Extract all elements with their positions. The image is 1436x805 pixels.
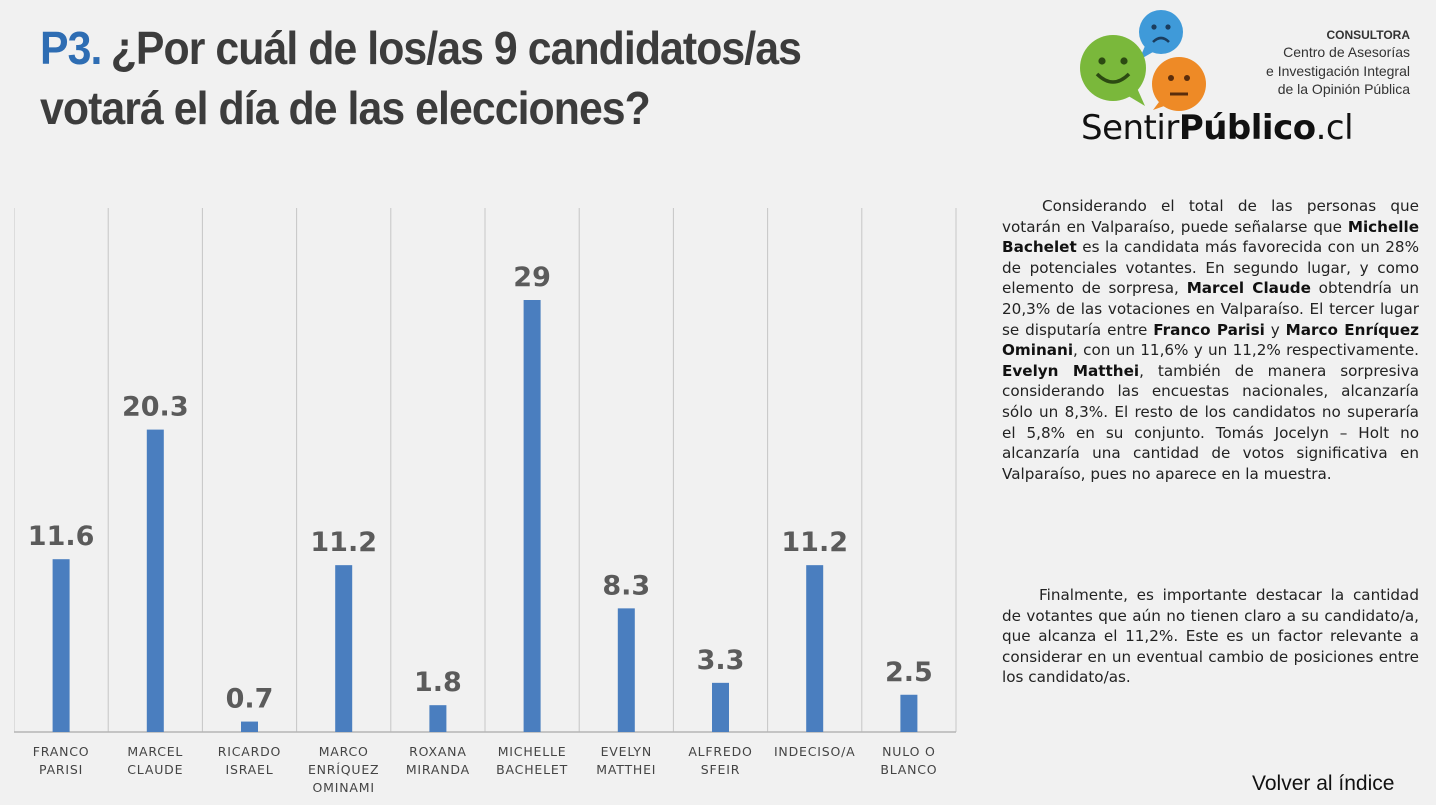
bar-9 (900, 694, 918, 732)
candidate-name-highlight: Evelyn Matthei (1002, 361, 1140, 380)
bar-4 (429, 705, 447, 732)
category-label: PARISI (39, 762, 83, 777)
paragraph-text: y (1264, 320, 1286, 339)
candidate-name-highlight: Marco Enríquez Ominani (1002, 320, 1419, 360)
category-label: OMINAMI (313, 780, 375, 795)
page-title: P3. ¿Por cuál de los/as 9 candidatos/as v… (40, 18, 933, 138)
data-label: 1.8 (414, 667, 462, 698)
paragraph-text: es la candidata más favorecida con un 28… (1002, 238, 1419, 298)
bar-0 (52, 559, 70, 732)
consultora-label: CONSULTORA (1326, 28, 1410, 42)
candidate-name-highlight: Michelle Bachelet (1002, 217, 1419, 257)
data-label: 2.5 (885, 657, 933, 688)
title-line-1: P3. ¿Por cuál de los/as 9 candidatos/as (40, 18, 933, 78)
category-label: MARCO (319, 744, 369, 759)
bar-chart: 11.6 FRANCO PARISI 20.3 MARCEL CLAUDE 0.7 RICAR… (14, 208, 957, 795)
data-label: 11.6 (28, 521, 95, 552)
category-label: ROXANA (409, 744, 467, 759)
category-label: BLANCO (880, 762, 937, 777)
consultora-logo: CONSULTORA Centro de Asesorías e Investi… (1075, 6, 1420, 156)
faces-icon (1080, 10, 1206, 111)
question-text-1: ¿Por cuál de los/as 9 candidatos/as (110, 22, 802, 74)
candidate-name-highlight: Franco Parisi (1153, 320, 1265, 339)
bar-3 (335, 565, 353, 732)
data-label: 8.3 (602, 570, 650, 601)
data-label: 11.2 (781, 527, 848, 558)
bar-8 (806, 565, 824, 732)
category-label: SFEIR (701, 762, 740, 777)
brand-main: Sentir (1081, 108, 1179, 148)
paragraph-text: Considerando el total de las personas qu… (1002, 197, 1419, 236)
bar-5 (523, 300, 541, 732)
logo-line-2: e Investigación Integral (1266, 63, 1410, 79)
analysis-paragraph-1: Considerando el total de las personas qu… (1002, 196, 1419, 484)
category-label: EVELYN (601, 744, 652, 759)
logo-line-3: de la Opinión Pública (1277, 81, 1410, 97)
category-label: NULO O (882, 744, 935, 759)
paragraph-text: obtendría un 20,3% de las votaciones en … (1002, 279, 1419, 339)
bar-2 (241, 721, 258, 732)
bar-7 (712, 682, 729, 732)
category-label: INDECISO/A (774, 744, 856, 759)
candidate-name-highlight: Marcel Claude (1186, 279, 1311, 298)
category-label: MIRANDA (406, 762, 470, 777)
volver-al-indice-link[interactable]: Volver al índice (1252, 772, 1395, 795)
category-label: CLAUDE (127, 762, 183, 777)
brand-name: SentirPúblico.cl (1081, 108, 1354, 148)
bar-6 (617, 608, 635, 732)
category-label: FRANCO (33, 744, 90, 759)
category-label: BACHELET (496, 762, 568, 777)
paragraph-text: , también de manera sorpresiva considera… (1002, 361, 1419, 483)
data-label: 11.2 (310, 527, 377, 558)
question-code: P3. (40, 22, 102, 74)
logo-line-1: Centro de Asesorías (1283, 44, 1410, 60)
paragraph-text: , con un 11,6% y un 11,2% respectivament… (1073, 341, 1419, 360)
category-label: RICARDO (218, 744, 281, 759)
data-label: 20.3 (122, 392, 189, 423)
category-label: ISRAEL (225, 762, 273, 777)
bar-1 (146, 429, 164, 732)
title-line-2: votará el día de las elecciones? (40, 82, 651, 134)
category-label: MARCEL (127, 744, 183, 759)
category-label: ALFREDO (688, 744, 752, 759)
brand-bold: Público (1178, 108, 1316, 148)
category-label: ENRÍQUEZ (308, 762, 379, 777)
brand-tld: .cl (1315, 108, 1354, 148)
category-label: MICHELLE (498, 744, 567, 759)
data-label: 29 (513, 262, 551, 293)
category-label: MATTHEI (596, 762, 656, 777)
data-label: 0.7 (226, 684, 274, 715)
analysis-paragraph-2: Finalmente, es importante destacar la ca… (1002, 586, 1419, 687)
data-label: 3.3 (697, 645, 745, 676)
